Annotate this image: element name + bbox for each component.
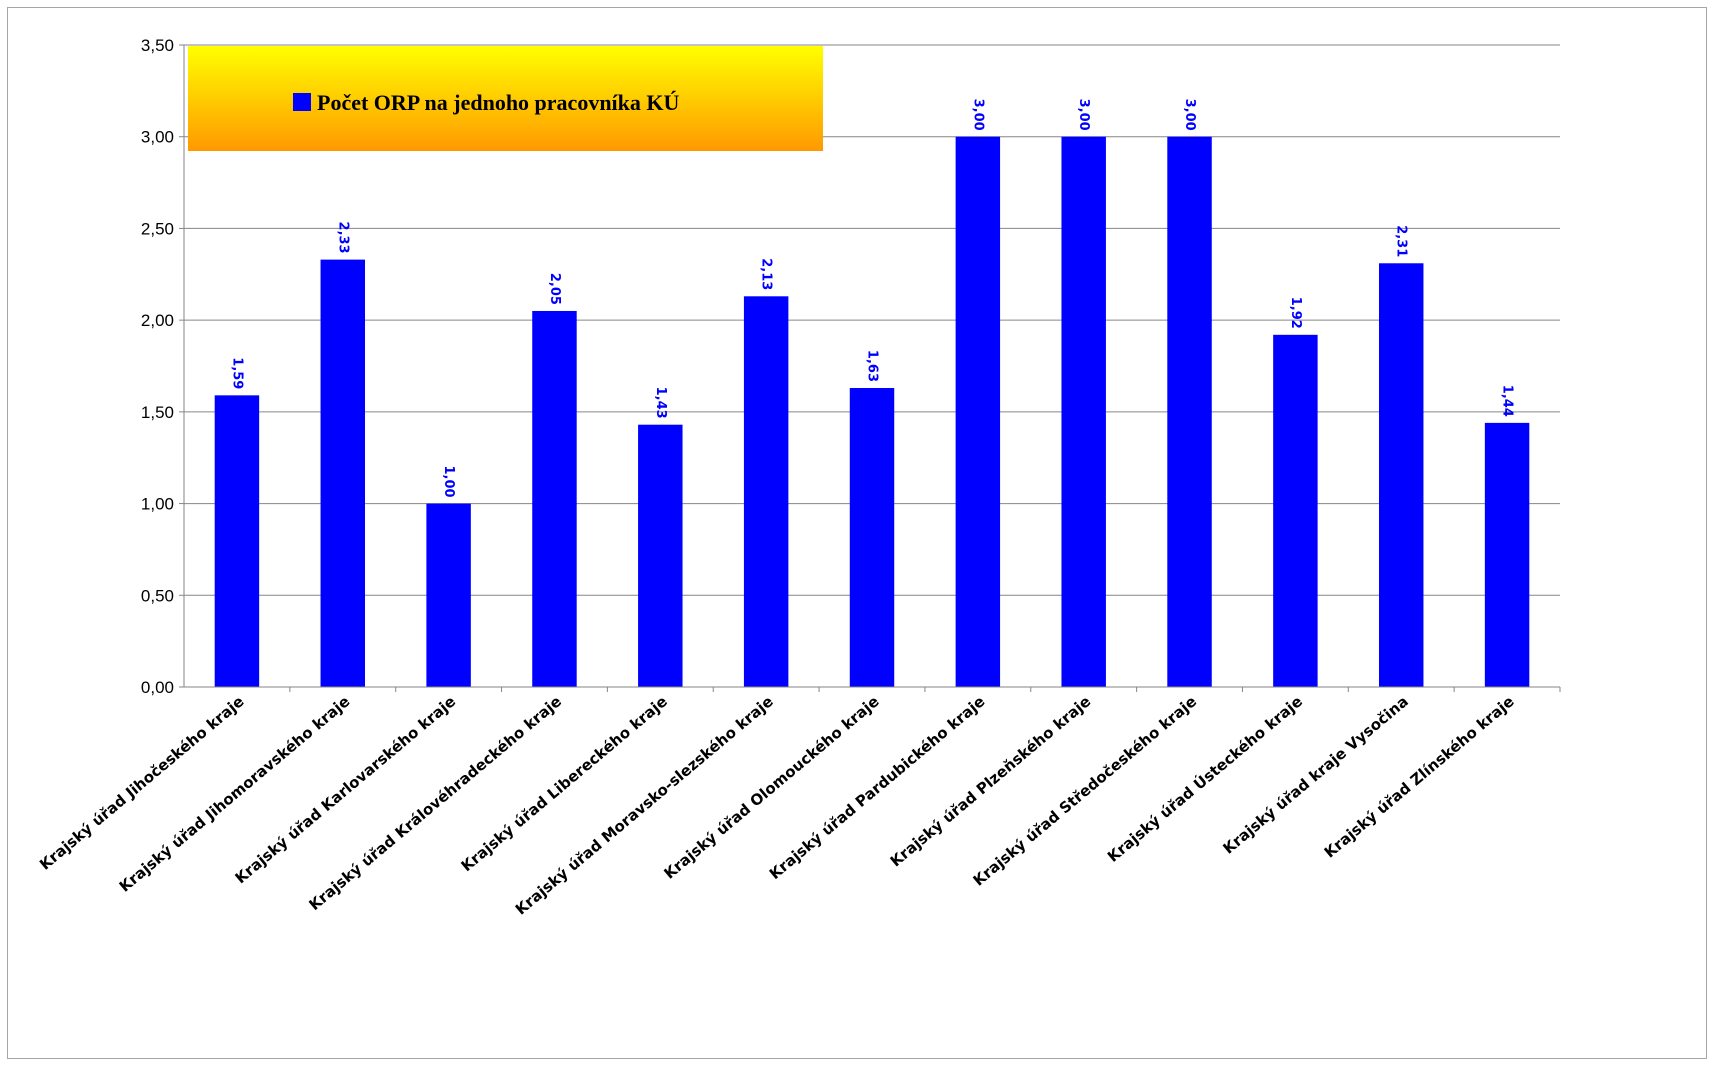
x-tick-label: Krajský úřad kraje Vysočina [1220,692,1412,857]
y-axis-tick-labels: 0,00 0,50 1,00 1,50 2,00 2,50 3,00 3,50 [141,36,174,697]
data-label: 2,31 [1394,225,1409,257]
data-label: 1,92 [1288,297,1303,329]
axes [179,44,1561,692]
bar [955,136,1001,687]
data-label: 2,05 [547,273,562,305]
x-tick-label: Krajský úřad Olomouckého kraje [660,692,882,882]
bar [426,503,471,687]
x-tick-label: Krajský úřad Jihomoravského kraje [116,692,354,895]
bar [849,388,895,687]
y-tick-label: 0,50 [141,586,174,605]
x-tick-label: Krajský úřad Středočeského kraje [970,692,1200,889]
legend-swatch [293,93,311,111]
bar [532,310,577,687]
data-labels: 1,59 2,33 1,00 2,05 1,43 2,13 1,63 3,00 3,00 3,00… [229,99,1514,498]
x-tick-label: Krajský úřad Plzeňského kraje [887,692,1094,870]
legend: Počet ORP na jednoho pracovníka KÚ [188,46,823,151]
data-label: 2,13 [759,258,774,290]
data-label: 3,00 [970,99,985,131]
bar [1379,263,1424,687]
y-tick-label: 2,00 [141,311,174,330]
bar [1061,136,1106,687]
bar [1273,334,1318,687]
y-tick-label: 1,00 [141,495,174,514]
y-tick-label: 3,50 [141,36,174,55]
bar [320,259,365,687]
x-tick-label: Krajský úřad Ústeckého kraje [1103,692,1306,866]
bar [1484,422,1530,687]
data-label: 1,44 [1500,385,1515,417]
x-tick-label: Krajský úřad Jihočeského kraje [36,692,247,873]
bar [214,395,260,687]
x-tick-label: Krajský úřad Pardubického kraje [766,692,989,883]
bar-chart: 0,00 0,50 1,00 1,50 2,00 2,50 3,00 3,50 Krajský… [36,36,1561,919]
y-tick-label: 2,50 [141,219,174,238]
data-label: 1,63 [865,350,880,382]
data-label: 2,33 [335,222,350,254]
data-label: 1,59 [229,357,244,389]
legend-label: Počet ORP na jednoho pracovníka KÚ [317,90,680,115]
y-tick-label: 0,00 [141,678,174,697]
bar [743,296,789,687]
bar [638,424,683,687]
y-tick-label: 1,50 [141,403,174,422]
data-label: 1,00 [441,465,456,497]
y-tick-label: 3,00 [141,128,174,147]
x-tick-label: Krajský úřad Libereckého kraje [458,692,671,875]
bars [214,136,1530,687]
bar [1167,136,1212,687]
x-tick-label: Krajský úřad Karlovarského kraje [232,692,460,887]
chart-frame: 0,00 0,50 1,00 1,50 2,00 2,50 3,00 3,50 Krajský… [7,7,1707,1059]
data-label: 3,00 [1182,99,1197,131]
data-label: 1,43 [653,387,668,419]
data-label: 3,00 [1076,99,1091,131]
x-tick-label: Krajský úřad Zlínského kraje [1321,692,1518,861]
